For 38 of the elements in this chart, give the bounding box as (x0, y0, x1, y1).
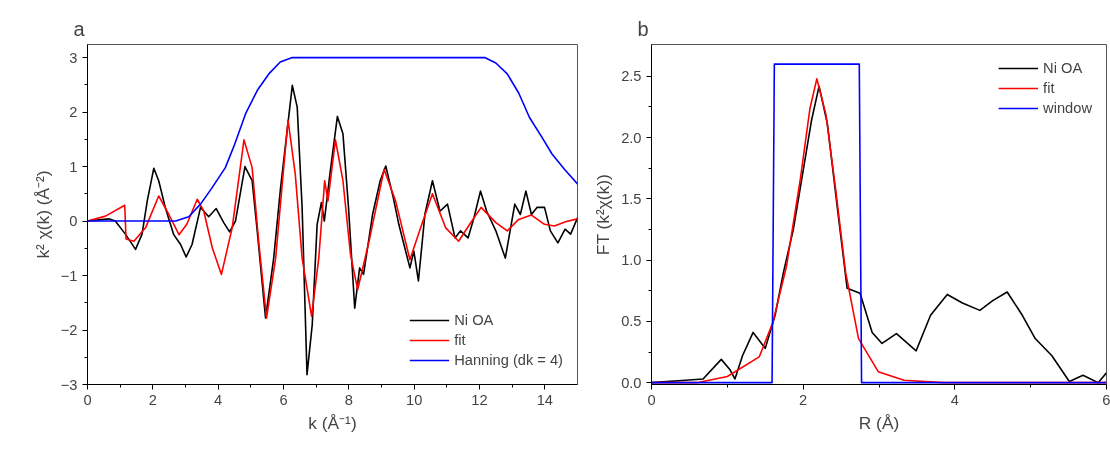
chart-title: a (73, 17, 86, 40)
x-tick-label: 8 (344, 391, 353, 408)
y-tick-label: −2 (60, 322, 78, 339)
legend-label: fit (454, 332, 467, 348)
x-tick-label: 14 (536, 391, 553, 408)
x-tick-label: 4 (214, 391, 223, 408)
line-series (87, 56, 578, 222)
y-axis-title: FT (k²χ(k)) (593, 174, 614, 256)
legend-label: Hanning (dk = 4) (454, 352, 563, 368)
y-tick-label: 0 (69, 213, 78, 230)
x-tick-label: 12 (471, 391, 488, 408)
y-tick-label: 1.5 (621, 190, 642, 207)
y-tick-label: −1 (60, 267, 78, 284)
y-tick-label: 3 (69, 49, 78, 66)
y-axis-title: k² χ(k) (Å⁻²) (32, 170, 53, 259)
y-tick-label: 0.0 (621, 374, 642, 391)
x-tick-label: 0 (647, 391, 656, 408)
chart-title: b (637, 17, 649, 40)
legend-label: window (1043, 100, 1092, 116)
y-tick-label: −3 (60, 376, 78, 393)
x-tick-label: 2 (148, 391, 157, 408)
x-tick-label: 4 (950, 391, 959, 408)
x-tick-label: 0 (83, 391, 92, 408)
x-tick-label: 6 (279, 391, 288, 408)
x-axis-title: R (Å) (858, 412, 900, 433)
x-tick-label: 2 (799, 391, 808, 408)
y-tick-label: 1.0 (621, 252, 642, 269)
x-axis-title: k (Å⁻¹) (308, 412, 357, 433)
legend-label: Ni OA (1043, 60, 1083, 76)
y-tick-label: 1 (69, 158, 78, 175)
y-tick-label: 2 (69, 104, 78, 121)
y-tick-label: 2.5 (621, 68, 642, 85)
x-tick-label: 6 (1102, 391, 1110, 408)
legend-label: Ni OA (454, 312, 494, 328)
x-tick-label: 10 (406, 391, 423, 408)
y-tick-label: 2.0 (621, 129, 642, 146)
legend-label: fit (1043, 80, 1056, 96)
y-tick-label: 0.5 (621, 313, 642, 330)
